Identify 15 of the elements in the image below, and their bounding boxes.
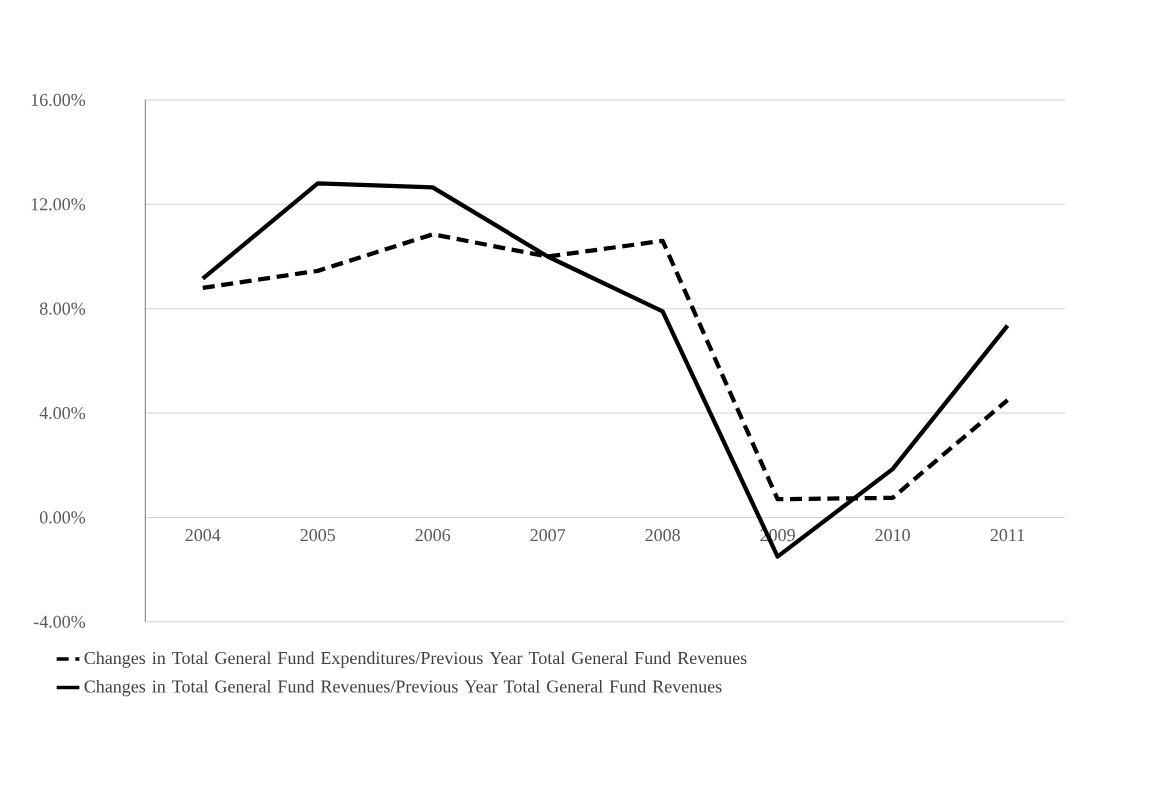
x-tick-label: 2011	[990, 528, 1025, 542]
y-tick-label: 16.00%	[31, 93, 86, 107]
legend-label: Changes in Total General Fund Revenues/Previous Year Total General Fund Revenues	[84, 679, 722, 697]
x-tick-label: 2004	[185, 528, 221, 542]
x-tick-label: 2008	[645, 528, 680, 542]
y-tick-label: 8.00%	[39, 302, 86, 315]
y-tick-label: 4.00%	[39, 406, 86, 420]
y-tick-label: 0.00%	[39, 511, 86, 524]
x-tick-label: 2010	[875, 528, 910, 542]
x-tick-label: 2007	[530, 528, 566, 542]
legend-label: Changes in Total General Fund Expenditures/Previous Year Total General Fund Revenues	[84, 651, 747, 668]
y-tick-label: 12.00%	[31, 198, 86, 211]
x-tick-label: 2005	[300, 528, 336, 542]
y-tick-label: -4.00%	[33, 615, 86, 628]
x-tick-label: 2006	[415, 528, 451, 542]
